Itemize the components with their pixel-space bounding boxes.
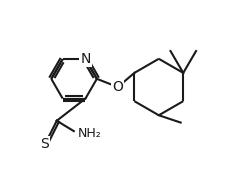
Text: N: N xyxy=(80,52,91,66)
Text: O: O xyxy=(112,80,123,94)
Text: NH₂: NH₂ xyxy=(78,127,102,140)
Text: S: S xyxy=(41,137,49,152)
